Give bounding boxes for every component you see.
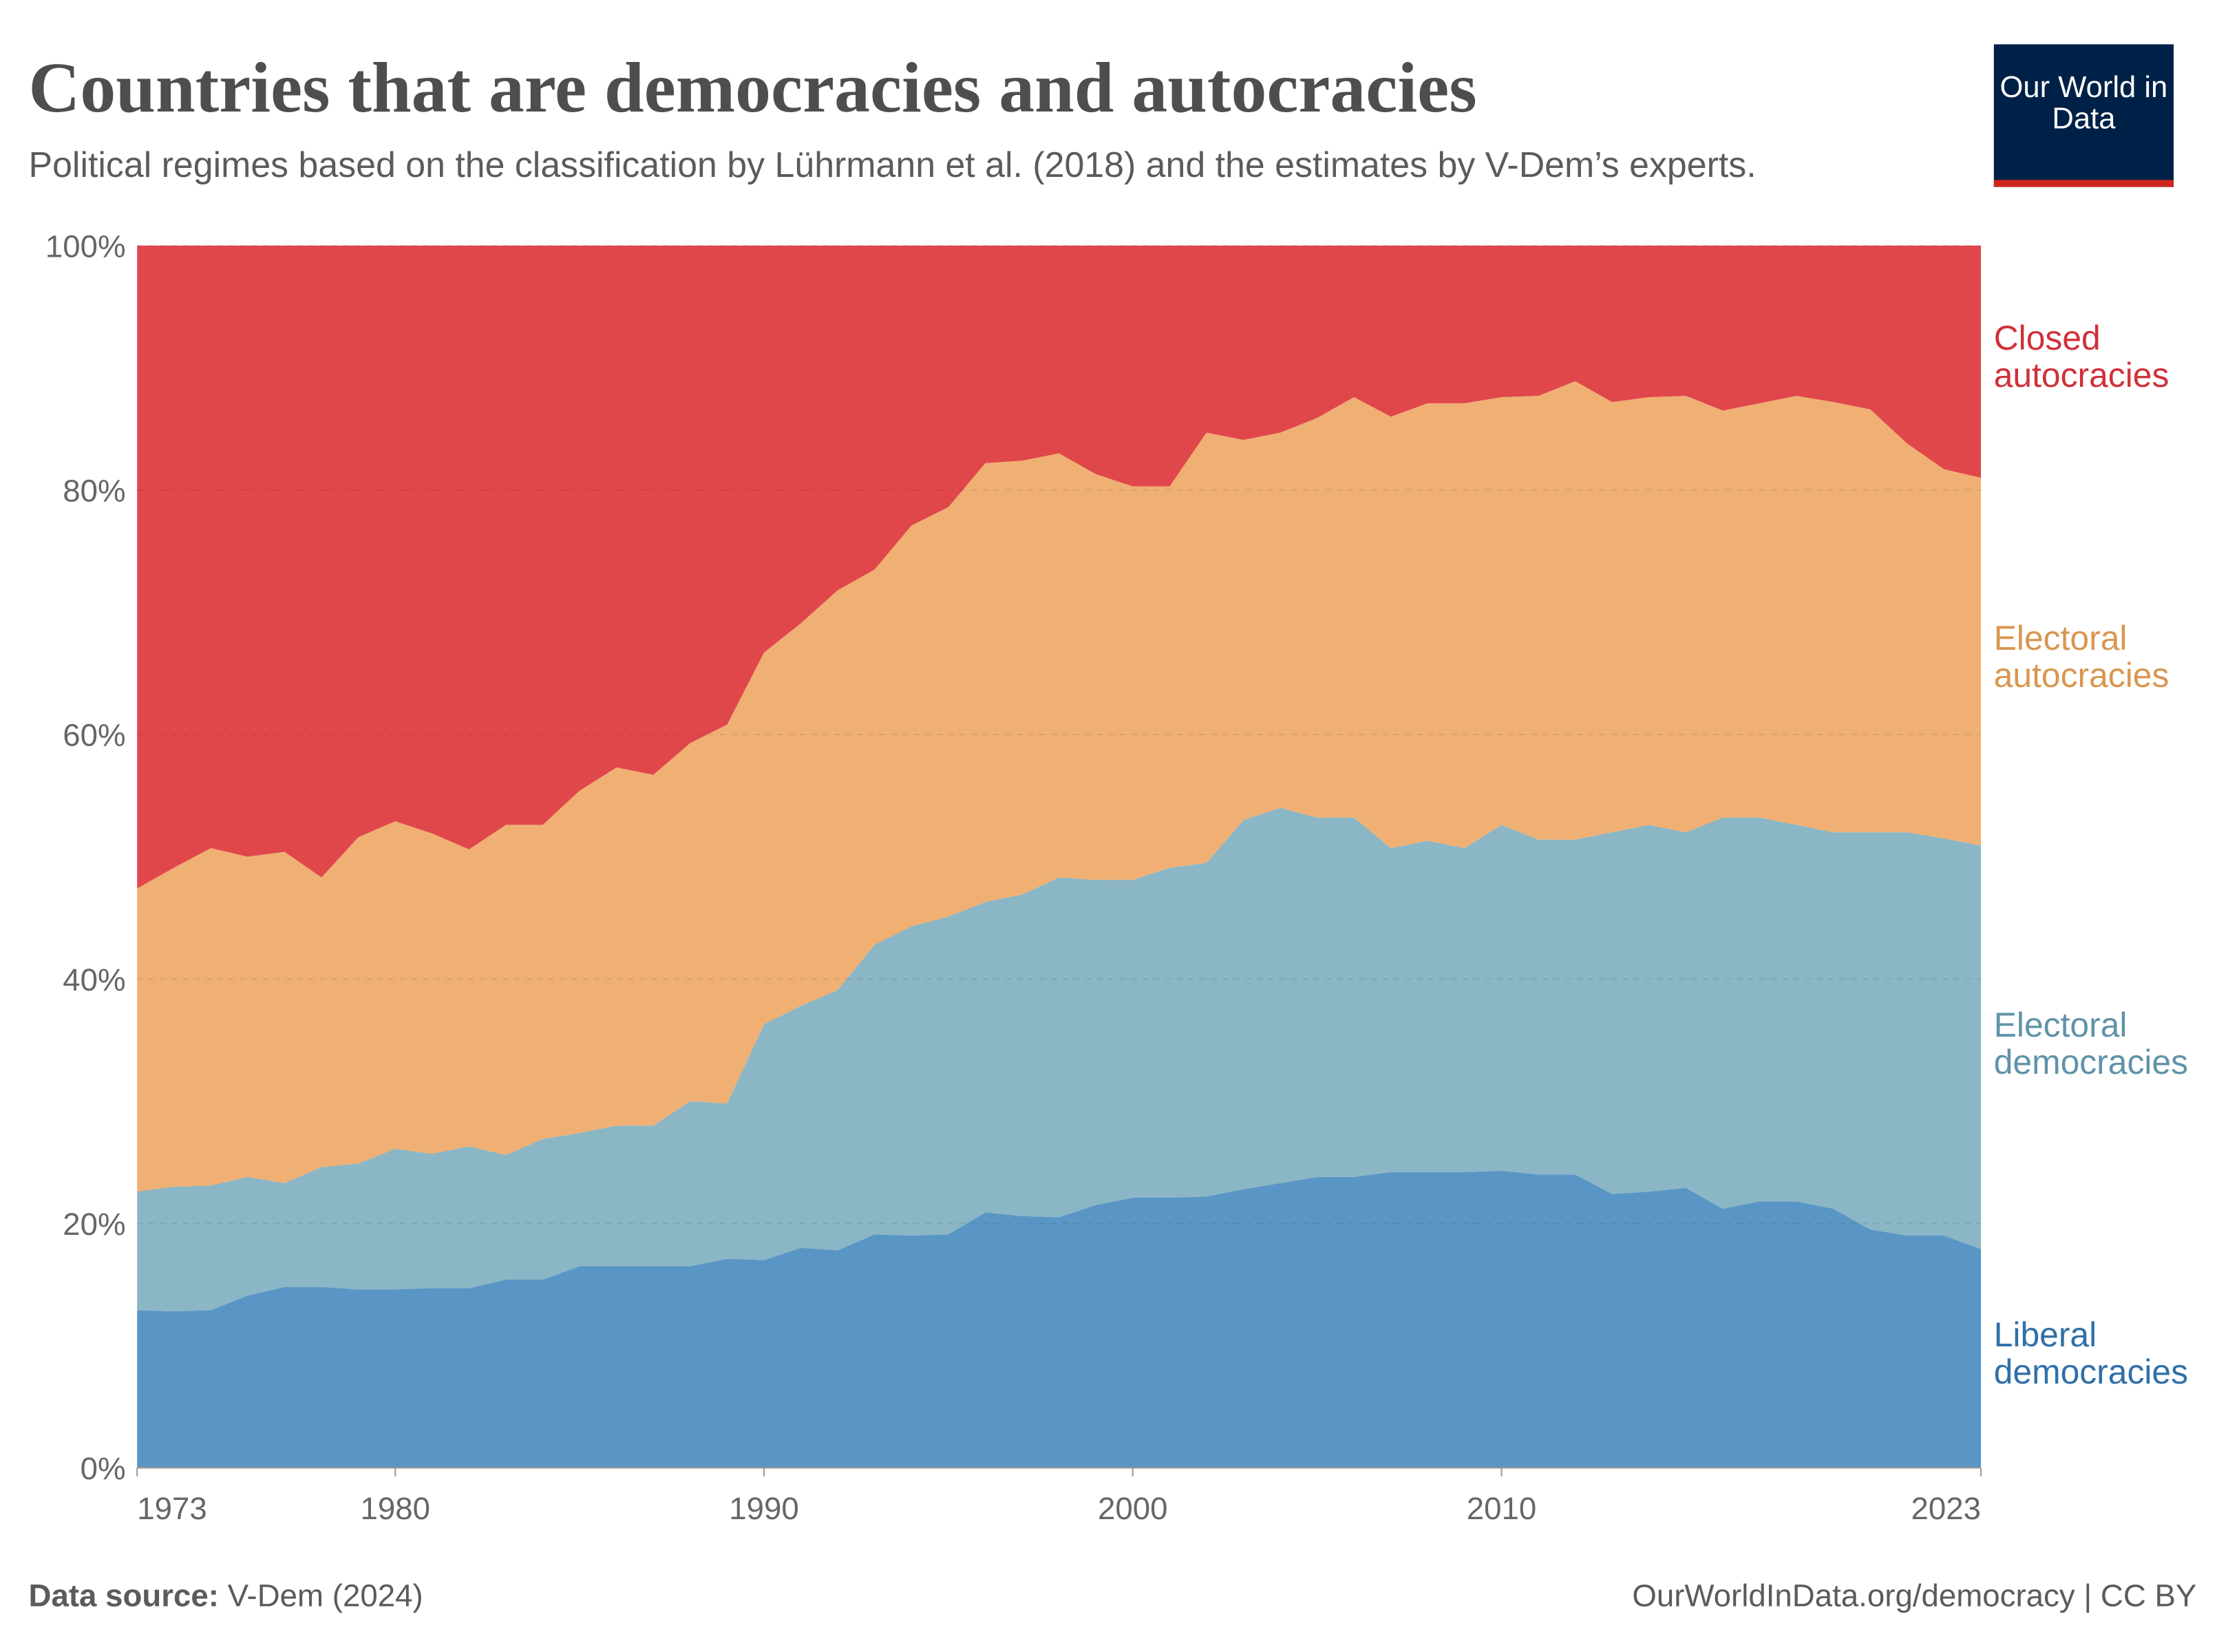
y-tick-label: 40% <box>63 962 125 997</box>
source-text: V-Dem (2024) <box>228 1578 423 1613</box>
y-tick-label: 60% <box>63 718 125 753</box>
license: OurWorldInData.org/democracy | CC BY <box>1632 1578 2196 1613</box>
area <box>137 381 1982 1192</box>
logo[interactable]: Our World in Data <box>1993 44 2174 187</box>
area <box>137 807 1982 1312</box>
x-tick-label: 1980 <box>360 1491 430 1526</box>
x-tick-label: 1973 <box>137 1491 207 1526</box>
area <box>137 245 1982 889</box>
x-tick-label: 2023 <box>1911 1491 1982 1526</box>
y-tick-label: 0% <box>81 1451 126 1486</box>
source-label: Data source: <box>29 1578 219 1613</box>
x-tick-label: 1990 <box>729 1491 799 1526</box>
series-label-box: Closed autocracies <box>1993 321 2169 396</box>
area <box>137 1170 1982 1468</box>
chart-title: Countries that are democracies and autoc… <box>29 49 1477 127</box>
y-tick-label: 80% <box>63 474 125 509</box>
series-label-box: Electoral autocracies <box>1993 622 2169 697</box>
logo-box: Our World in Data <box>1993 44 2174 187</box>
series-label-box: Liberal democracies <box>1993 1318 2189 1393</box>
y-tick-label: 100% <box>45 229 126 264</box>
series-label-box: Electoral democracies <box>1993 1007 2189 1082</box>
chart-subtitle: Political regimes based on the classific… <box>29 145 1757 184</box>
y-tick-label: 20% <box>63 1207 125 1242</box>
source: Data source: V-Dem (2024) <box>29 1578 423 1613</box>
legend-label: Closed autocracies <box>1993 321 2169 396</box>
x-tick-label: 2010 <box>1467 1491 1537 1526</box>
legend-label: Electoral democracies <box>1993 1007 2189 1082</box>
legend-label: Electoral autocracies <box>1993 622 2169 697</box>
x-tick-label: 2000 <box>1098 1491 1168 1526</box>
legend-label: Liberal democracies <box>1993 1318 2189 1393</box>
